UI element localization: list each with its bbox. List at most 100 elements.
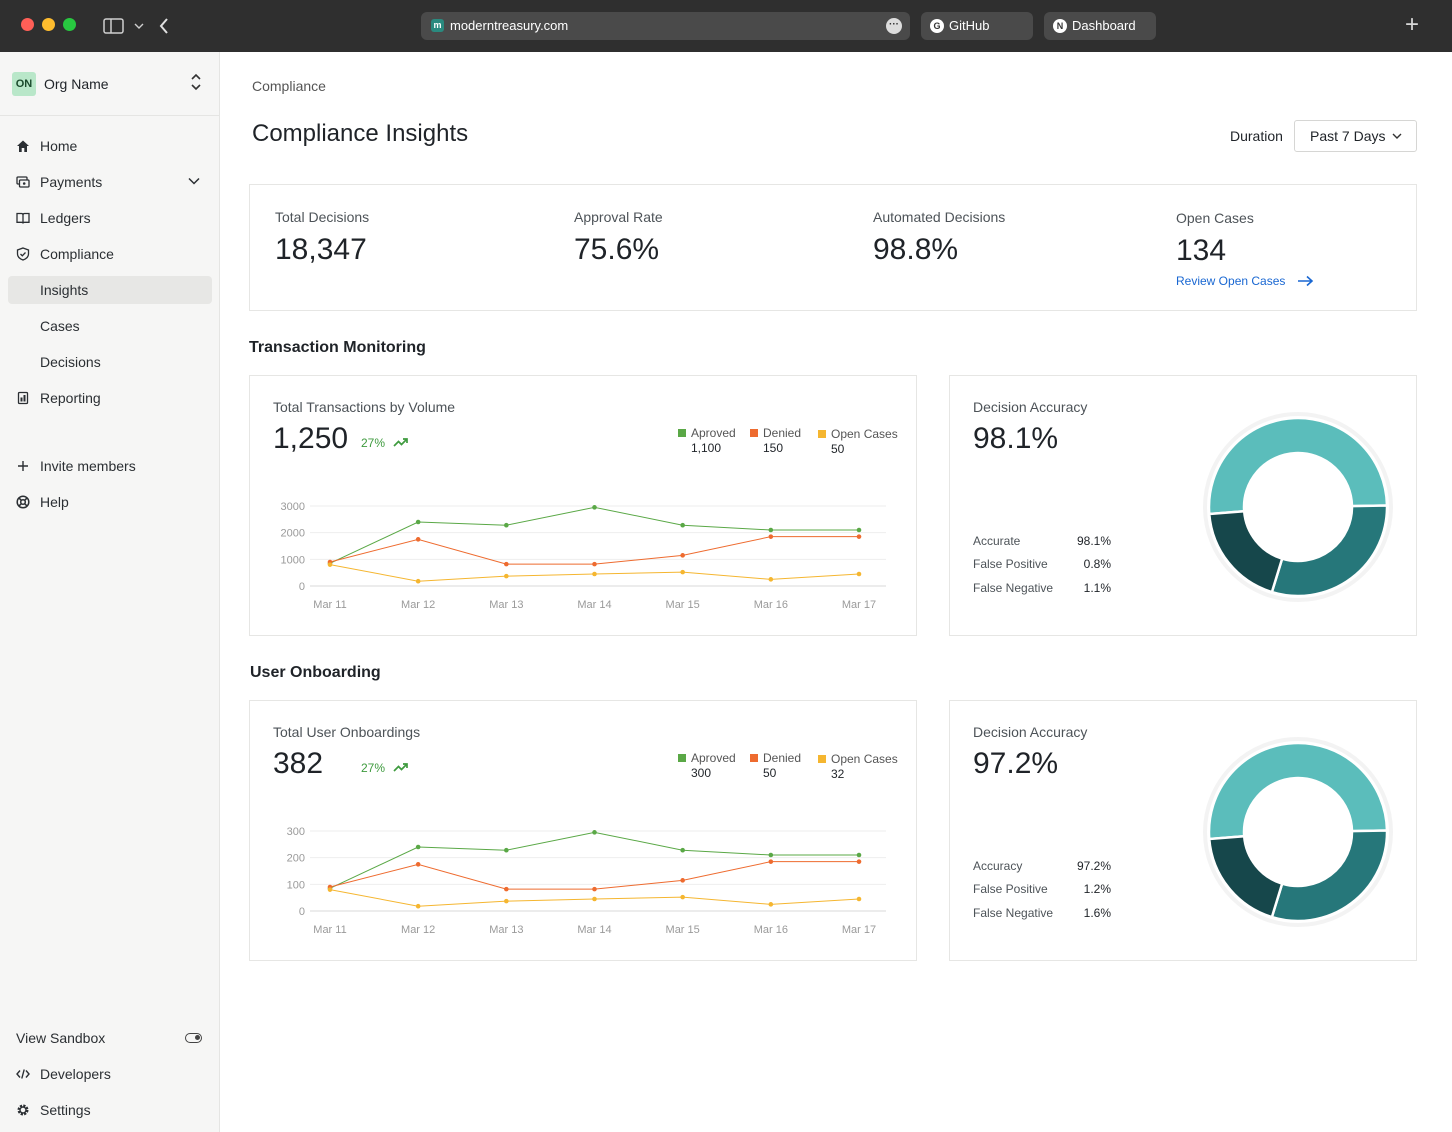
y-tick-label: 300 — [287, 826, 305, 838]
sidebar-item-decisions[interactable]: Decisions — [8, 348, 212, 376]
data-point[interactable] — [592, 886, 597, 892]
data-point[interactable] — [504, 898, 509, 904]
sidebar-item-insights[interactable]: Insights — [8, 276, 212, 304]
sidebar-item-label: Ledgers — [40, 210, 91, 226]
data-point[interactable] — [415, 519, 421, 525]
data-point[interactable] — [768, 534, 774, 539]
data-point[interactable] — [592, 896, 597, 902]
accuracy-title: Decision Accuracy — [973, 399, 1088, 415]
invite-members-button[interactable]: Invite members — [8, 452, 212, 480]
help-button[interactable]: Help — [8, 488, 212, 516]
tab-github[interactable]: G GitHub — [921, 12, 1033, 40]
donut-slice[interactable] — [1270, 504, 1389, 598]
sidebar-item-label: Settings — [40, 1102, 91, 1118]
donut-slice[interactable] — [1270, 829, 1389, 923]
y-tick-label: 0 — [299, 906, 305, 918]
minimize-window-button[interactable] — [42, 18, 55, 31]
donut-slice[interactable] — [1207, 834, 1284, 919]
data-point[interactable] — [415, 862, 421, 867]
chart-title: Total User Onboardings — [273, 724, 421, 740]
trend-badge: 27% — [361, 761, 408, 775]
data-point[interactable] — [415, 844, 421, 850]
data-point[interactable] — [592, 505, 597, 510]
data-point[interactable] — [592, 830, 597, 835]
address-bar[interactable]: m moderntreasury.com ··· — [421, 12, 910, 40]
data-point[interactable] — [327, 562, 333, 567]
sidebar-item-label: Cases — [40, 318, 80, 334]
trend-badge: 27% — [361, 436, 408, 450]
stat-label: Total Decisions — [275, 209, 370, 225]
data-point[interactable] — [415, 903, 421, 909]
data-point[interactable] — [768, 859, 774, 864]
data-point[interactable] — [856, 527, 862, 533]
legend-swatch — [750, 429, 758, 437]
more-icon[interactable]: ··· — [886, 18, 902, 34]
data-point[interactable] — [856, 859, 862, 864]
data-point[interactable] — [504, 847, 509, 853]
accuracy-row-value: 1.1% — [1083, 581, 1111, 595]
accuracy-row-value: 0.8% — [1083, 557, 1111, 571]
data-point[interactable] — [856, 571, 862, 577]
sidebar-item-cases[interactable]: Cases — [8, 312, 212, 340]
accuracy-row-label: False Negative — [973, 581, 1054, 595]
data-point[interactable] — [504, 573, 509, 579]
sidebar-item-compliance[interactable]: Compliance — [8, 240, 212, 268]
data-point[interactable] — [768, 902, 774, 907]
close-window-button[interactable] — [21, 18, 34, 31]
data-point[interactable] — [856, 534, 862, 539]
data-point[interactable] — [680, 847, 685, 853]
sidebar-item-payments[interactable]: Payments — [8, 168, 212, 196]
data-point[interactable] — [592, 561, 597, 567]
stats-card: Total Decisions 18,347 Approval Rate 75.… — [249, 184, 1417, 311]
data-point[interactable] — [592, 571, 597, 577]
accuracy-row-label: Accuracy — [973, 859, 1023, 873]
data-point[interactable] — [680, 522, 685, 528]
site-favicon-icon: m — [431, 19, 444, 32]
sidebar-item-developers[interactable]: Developers — [8, 1060, 212, 1088]
accuracy-card-onboarding: Decision Accuracy 97.2% Accuracy 97.2% F… — [949, 700, 1417, 961]
legend-swatch — [678, 429, 686, 437]
data-point[interactable] — [504, 522, 509, 528]
data-point[interactable] — [415, 578, 421, 584]
donut-slice[interactable] — [1207, 416, 1389, 516]
sidebar-item-label: Decisions — [40, 354, 101, 370]
data-point[interactable] — [856, 896, 862, 902]
data-point[interactable] — [680, 553, 685, 558]
sidebar-item-ledgers[interactable]: Ledgers — [8, 204, 212, 232]
data-point[interactable] — [680, 878, 685, 883]
donut-slice[interactable] — [1207, 509, 1284, 594]
org-switcher[interactable]: ON Org Name — [12, 72, 208, 96]
sidebar-item-home[interactable]: Home — [8, 132, 212, 160]
book-icon — [16, 212, 30, 224]
sidebar-item-settings[interactable]: Settings — [8, 1096, 212, 1124]
data-point[interactable] — [768, 852, 774, 858]
breadcrumb[interactable]: Compliance — [252, 78, 326, 94]
sidebar-item-reporting[interactable]: Reporting — [8, 384, 212, 412]
x-tick-label: Mar 12 — [401, 924, 435, 936]
accuracy-row-value: 97.2% — [1076, 859, 1111, 873]
chevron-down-icon[interactable] — [134, 22, 144, 30]
data-point[interactable] — [327, 887, 333, 892]
data-point[interactable] — [768, 527, 774, 533]
review-open-cases-link[interactable]: Review Open Cases — [1176, 274, 1314, 288]
sidebar-toggle-icon[interactable] — [103, 18, 125, 34]
donut-slice[interactable] — [1207, 741, 1389, 841]
data-point[interactable] — [504, 561, 509, 567]
data-point[interactable] — [768, 577, 774, 582]
donut-halo — [1203, 737, 1393, 927]
toggle-switch[interactable] — [185, 1033, 202, 1043]
page-title: Compliance Insights — [252, 120, 469, 147]
back-icon[interactable] — [158, 17, 170, 35]
accuracy-row-value: 1.2% — [1083, 882, 1111, 896]
tab-dashboard[interactable]: N Dashboard — [1044, 12, 1156, 40]
new-tab-icon[interactable]: + — [1405, 11, 1420, 38]
data-point[interactable] — [856, 852, 862, 858]
view-sandbox-toggle[interactable]: View Sandbox — [8, 1024, 212, 1052]
maximize-window-button[interactable] — [63, 18, 76, 31]
data-point[interactable] — [504, 886, 509, 892]
data-point[interactable] — [680, 569, 685, 575]
data-point[interactable] — [680, 894, 685, 900]
series-line — [329, 831, 859, 889]
duration-select[interactable]: Past 7 Days — [1294, 120, 1417, 152]
data-point[interactable] — [415, 537, 421, 542]
